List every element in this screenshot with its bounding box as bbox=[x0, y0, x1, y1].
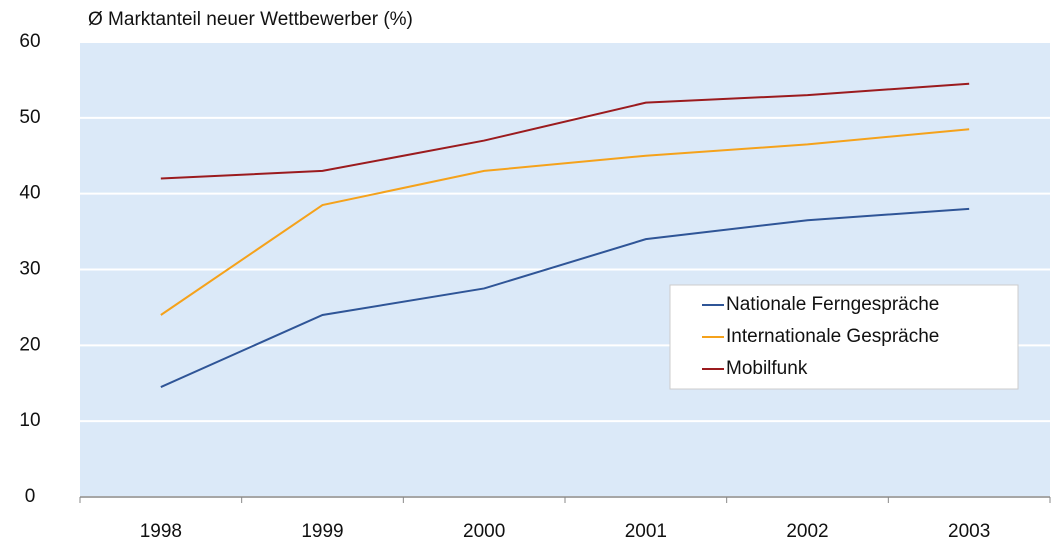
x-tick-label: 1998 bbox=[140, 521, 182, 542]
x-tick-label: 2002 bbox=[786, 521, 828, 542]
y-tick-label: 20 bbox=[19, 334, 40, 355]
x-tick-label: 2000 bbox=[463, 521, 505, 542]
legend-label: Mobilfunk bbox=[726, 358, 808, 379]
legend-label: Internationale Gespräche bbox=[726, 326, 939, 347]
line bbox=[160, 128, 970, 316]
x-tick-label: 1999 bbox=[301, 521, 343, 542]
x-tick-label: 2001 bbox=[625, 521, 667, 542]
y-tick-label: 30 bbox=[19, 259, 40, 280]
y-tick-label: 60 bbox=[19, 31, 40, 52]
y-tick-label: 0 bbox=[25, 486, 36, 507]
line bbox=[160, 207, 970, 388]
y-tick-label: 10 bbox=[19, 410, 40, 431]
y-tick-label: 40 bbox=[19, 183, 40, 204]
y-tick-label: 50 bbox=[19, 107, 40, 128]
chart-title: Ø Marktanteil neuer Wettbewerber (%) bbox=[88, 9, 413, 30]
x-tick-label: 2003 bbox=[948, 521, 990, 542]
line bbox=[160, 82, 970, 180]
legend-label: Nationale Ferngespräche bbox=[726, 294, 939, 315]
legend bbox=[669, 284, 1019, 390]
